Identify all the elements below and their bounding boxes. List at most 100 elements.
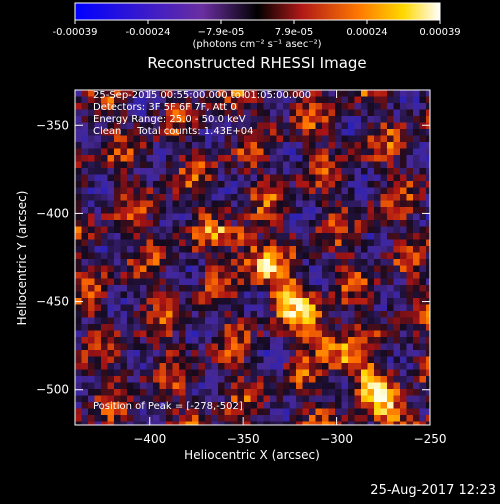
heatmap-cell	[185, 285, 193, 292]
heatmap-cell	[205, 194, 212, 201]
heatmap-cell	[237, 278, 245, 286]
heatmap-cell	[276, 246, 284, 253]
heatmap-cell	[309, 109, 316, 117]
heatmap-cell	[419, 311, 427, 318]
heatmap-cell	[224, 350, 232, 357]
heatmap-cell	[341, 343, 349, 351]
heatmap-cell	[166, 402, 173, 409]
heatmap-cell	[341, 265, 349, 273]
heatmap-cell	[107, 272, 115, 279]
heatmap-cell	[276, 194, 284, 201]
heatmap-cell	[419, 350, 427, 357]
heatmap-cell	[88, 155, 95, 162]
heatmap-cell	[185, 116, 193, 123]
heatmap-cell	[302, 233, 310, 240]
heatmap-cell	[387, 213, 394, 221]
heatmap-cell	[127, 330, 134, 338]
heatmap-cell	[426, 421, 430, 425]
heatmap-cell	[380, 265, 388, 273]
heatmap-cell	[419, 187, 427, 195]
heatmap-cell	[315, 142, 323, 149]
heatmap-cell	[179, 161, 186, 169]
heatmap-cell	[315, 200, 323, 208]
heatmap-cell	[315, 376, 323, 383]
heatmap-cell	[296, 252, 303, 260]
heatmap-cell	[335, 272, 342, 279]
heatmap-cell	[328, 122, 336, 130]
heatmap-cell	[341, 142, 349, 149]
heatmap-cell	[354, 252, 362, 260]
heatmap-cell	[153, 135, 160, 143]
heatmap-cell	[231, 135, 238, 143]
heatmap-cell	[224, 408, 232, 416]
heatmap-cell	[263, 252, 271, 260]
heatmap-cell	[244, 317, 251, 325]
heatmap-cell	[120, 207, 128, 214]
heatmap-cell	[302, 207, 310, 214]
heatmap-cell	[413, 337, 420, 344]
heatmap-cell	[192, 200, 199, 208]
heatmap-cell	[328, 174, 336, 182]
heatmap-cell	[75, 200, 82, 208]
heatmap-cell	[166, 129, 173, 136]
heatmap-cell	[192, 382, 199, 390]
heatmap-cell	[374, 376, 381, 383]
heatmap-cell	[270, 389, 277, 396]
heatmap-cell	[341, 298, 349, 305]
heatmap-cell	[211, 103, 219, 110]
heatmap-cell	[322, 168, 329, 175]
heatmap-cell	[315, 395, 323, 403]
heatmap-cell	[354, 187, 362, 195]
heatmap-cell	[153, 402, 160, 409]
heatmap-cell	[387, 181, 394, 188]
heatmap-cell	[75, 213, 82, 221]
heatmap-cell	[374, 330, 381, 338]
heatmap-cell	[101, 233, 108, 240]
heatmap-cell	[185, 90, 193, 97]
heatmap-cell	[374, 369, 381, 377]
heatmap-cell	[172, 324, 180, 331]
heatmap-cell	[296, 291, 303, 299]
heatmap-cell	[257, 174, 264, 182]
heatmap-cell	[166, 285, 173, 292]
heatmap-cell	[75, 252, 82, 260]
heatmap-cell	[107, 174, 115, 182]
heatmap-cell	[400, 226, 407, 234]
heatmap-cell	[101, 350, 108, 357]
heatmap-cell	[88, 226, 95, 234]
heatmap-cell	[367, 161, 375, 169]
heatmap-cell	[335, 181, 342, 188]
heatmap-cell	[192, 96, 199, 104]
heatmap-cell	[335, 317, 342, 325]
heatmap-cell	[380, 408, 388, 416]
heatmap-cell	[341, 304, 349, 312]
heatmap-cell	[413, 415, 420, 422]
heatmap-cell	[244, 278, 251, 286]
heatmap-cell	[205, 376, 212, 383]
heatmap-cell	[120, 350, 128, 357]
heatmap-cell	[393, 252, 401, 260]
heatmap-cell	[263, 376, 271, 383]
heatmap-cell	[276, 395, 284, 403]
heatmap-cell	[270, 135, 277, 143]
heatmap-cell	[270, 402, 277, 409]
heatmap-cell	[192, 337, 199, 344]
heatmap-cell	[172, 155, 180, 162]
heatmap-cell	[107, 135, 115, 143]
heatmap-cell	[133, 194, 141, 201]
heatmap-cell	[263, 233, 271, 240]
heatmap-cell	[250, 233, 258, 240]
heatmap-cell	[348, 382, 355, 390]
heatmap-cell	[309, 415, 316, 422]
heatmap-cell	[335, 239, 342, 247]
heatmap-cell	[185, 168, 193, 175]
heatmap-cell	[107, 122, 115, 130]
heatmap-cell	[335, 363, 342, 370]
heatmap-cell	[205, 311, 212, 318]
heatmap-cell	[387, 376, 394, 383]
heatmap-cell	[335, 129, 342, 136]
heatmap-cell	[374, 122, 381, 130]
heatmap-cell	[270, 337, 277, 344]
heatmap-cell	[354, 213, 362, 221]
heatmap-cell	[276, 343, 284, 351]
